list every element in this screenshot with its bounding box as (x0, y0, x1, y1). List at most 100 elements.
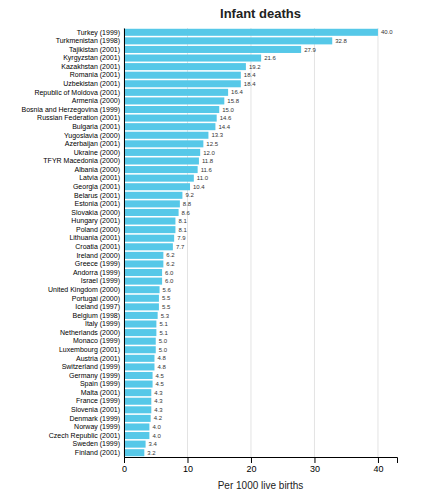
bar (124, 183, 190, 190)
data-label: 11.6 (201, 167, 213, 173)
y-tick: Luxembourg (2001) (59, 346, 120, 354)
y-tick-label: Norway (1999) (74, 423, 120, 431)
bar (124, 226, 175, 233)
y-tick-label: Austria (2001) (76, 355, 120, 363)
y-tick: Bosnia and Herzegovina (1999) (22, 106, 120, 114)
grid-line (314, 28, 315, 457)
data-label: 4.5 (156, 373, 165, 379)
y-tick-label: Luxembourg (2001) (59, 346, 120, 354)
bar (124, 320, 156, 327)
y-tick-label: Germany (1999) (69, 372, 120, 380)
y-tick-label: Switzerland (1999) (62, 363, 120, 371)
y-tick-label: Albania (2000) (74, 166, 120, 174)
x-tick-label: 10 (183, 464, 193, 474)
data-label: 4.8 (157, 355, 166, 361)
data-label: 27.9 (304, 47, 316, 53)
data-label: 4.3 (154, 390, 163, 396)
y-tick: United Kingdom (2000) (48, 286, 120, 294)
bar (124, 235, 174, 242)
x-tick-label: 20 (246, 464, 256, 474)
y-tick-label: TFYR Macedonia (2000) (43, 157, 120, 165)
y-tick-label: Monaco (1999) (73, 337, 120, 345)
y-tick: Latvia (2001) (79, 174, 120, 182)
bar (124, 243, 173, 250)
bar (124, 192, 182, 199)
x-tick-label: 0 (122, 464, 127, 474)
bar (124, 157, 199, 164)
y-tick-label: Kazakhstan (2001) (61, 63, 120, 71)
data-label: 5.5 (162, 295, 171, 301)
bar (124, 260, 163, 267)
y-tick: Greece (1999) (75, 260, 120, 268)
x-axis-title: Per 1000 live births (218, 480, 304, 491)
y-tick: Tajikistan (2001) (69, 46, 120, 54)
y-tick-label: Netherlands (2000) (60, 329, 120, 337)
y-tick-label: Romania (2001) (70, 71, 120, 79)
y-tick: TFYR Macedonia (2000) (43, 157, 120, 165)
bar (124, 123, 215, 130)
data-label: 10.4 (193, 184, 205, 190)
data-label: 18.4 (244, 81, 256, 87)
data-label: 6.0 (165, 278, 174, 284)
y-tick-label: Uzbekistan (2001) (63, 80, 120, 88)
y-tick-label: Portugal (2000) (72, 295, 120, 303)
y-tick-label: Latvia (2001) (79, 174, 120, 182)
y-tick-label: Iceland (1997) (75, 303, 120, 311)
y-tick: Kyrgyzstan (2001) (63, 54, 120, 62)
y-tick-label: Croatia (2001) (75, 243, 120, 251)
grid-line (250, 28, 251, 457)
y-tick: Romania (2001) (70, 71, 120, 79)
x-tick: 10 (183, 457, 193, 474)
y-tick: Norway (1999) (74, 423, 120, 431)
y-tick: Portugal (2000) (72, 295, 120, 303)
data-label: 4.5 (156, 381, 165, 387)
y-tick: Kazakhstan (2001) (61, 63, 120, 71)
y-tick: Belgium (1998) (73, 312, 120, 320)
bar (124, 355, 154, 362)
data-label: 5.0 (159, 338, 168, 344)
y-tick: Yugoslavia (2000) (64, 131, 120, 139)
y-tick-label: Republic of Moldova (2001) (34, 89, 120, 97)
y-tick-label: Turkey (1999) (77, 29, 120, 37)
data-label: 7.9 (177, 235, 186, 241)
y-tick: Iceland (1997) (75, 303, 120, 311)
bar (124, 286, 160, 293)
data-label: 40.0 (381, 29, 393, 35)
y-tick: Estonia (2001) (74, 200, 120, 208)
bar (124, 115, 217, 122)
x-tick-label: 40 (373, 464, 383, 474)
bar (124, 389, 151, 396)
y-tick-label: Turkmenistan (1998) (56, 37, 120, 45)
data-label: 11.8 (202, 158, 214, 164)
bar (124, 363, 154, 370)
bar (124, 166, 198, 173)
y-tick-label: Czech Republic (2001) (49, 432, 120, 440)
data-label: 15.8 (227, 98, 239, 104)
bar (124, 303, 159, 310)
chart-container: 40.032.827.921.619.218.418.416.415.815.0… (0, 0, 421, 495)
data-label: 8.6 (182, 210, 191, 216)
y-tick-label: Greece (1999) (75, 260, 120, 268)
data-label: 6.2 (166, 261, 175, 267)
y-tick-label: United Kingdom (2000) (48, 286, 120, 294)
data-labels: 40.032.827.921.619.218.418.416.415.815.0… (147, 29, 393, 455)
data-label: 4.0 (152, 433, 161, 439)
data-label: 4.0 (152, 424, 161, 430)
y-tick: Uzbekistan (2001) (63, 80, 120, 88)
bar (124, 338, 156, 345)
y-tick: Finland (2001) (75, 449, 120, 457)
y-tick: France (1999) (76, 397, 120, 405)
grid-line (124, 28, 125, 457)
bar (124, 63, 246, 70)
y-tick-label: Russian Federation (2001) (37, 114, 120, 122)
y-tick-label: Belarus (2001) (74, 192, 120, 200)
y-tick: Israel (1999) (81, 277, 120, 285)
y-tick: Monaco (1999) (73, 337, 120, 345)
bar (124, 97, 224, 104)
chart-svg: 40.032.827.921.619.218.418.416.415.815.0… (0, 0, 421, 495)
bar (124, 415, 151, 422)
bar (124, 252, 163, 259)
bar (124, 295, 159, 302)
data-label: 5.5 (162, 304, 171, 310)
data-label: 18.4 (244, 72, 256, 78)
